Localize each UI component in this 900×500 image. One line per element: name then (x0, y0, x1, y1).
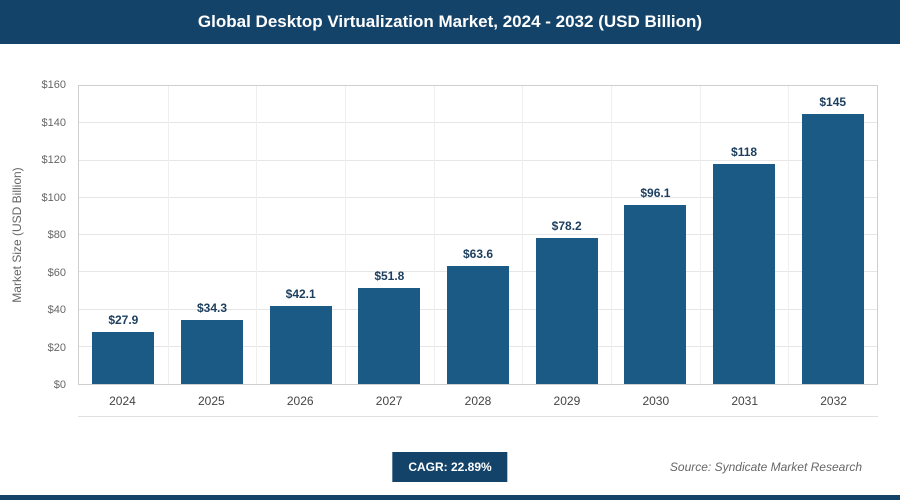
bar-group: $42.1 (256, 86, 345, 384)
bottom-accent-strip (0, 495, 900, 500)
y-tick-label: $160 (41, 79, 66, 91)
bar (713, 164, 776, 384)
bar-value-label: $96.1 (640, 186, 671, 201)
bar (624, 205, 687, 384)
gridline (79, 159, 877, 161)
gridline (79, 234, 877, 235)
y-tick-label: $80 (47, 229, 66, 241)
bar-group: $118 (700, 86, 789, 384)
cagr-badge: CAGR: 22.89% (392, 452, 508, 482)
x-tick-label: 2024 (109, 393, 136, 408)
bar-group: $78.2 (522, 86, 611, 384)
gridline (79, 196, 877, 198)
bar (801, 113, 864, 384)
x-tick-label: 2026 (286, 393, 314, 408)
vertical-gridline (610, 86, 612, 384)
bar (446, 265, 510, 384)
bar-group: $34.3 (168, 86, 257, 384)
y-tick-label: $40 (47, 304, 66, 316)
vertical-gridline (788, 86, 790, 384)
vertical-gridline (167, 86, 169, 384)
bar (180, 320, 244, 384)
bar-value-label: $145 (819, 94, 847, 109)
x-tick-label: 2025 (197, 393, 225, 408)
bars: $27.9 $34.3 $42.1 $51.8 $63.6 $78.2 $96.1 $118 $… (79, 86, 877, 384)
x-tick-label: 2031 (731, 393, 759, 408)
vertical-gridline (344, 86, 346, 384)
vertical-gridline (699, 86, 701, 384)
bar-value-label: $42.1 (285, 286, 316, 301)
x-tick-label: 2027 (375, 393, 403, 408)
y-axis-ticks: $0 $20 $40 $60 $80 $100 $120 $140 $160 (26, 79, 72, 391)
y-tick-label: $120 (41, 154, 66, 166)
bar (535, 238, 598, 384)
bar-value-label: $118 (731, 145, 758, 160)
chart-title-bar: Global Desktop Virtualization Market, 20… (0, 0, 900, 44)
plot-area: $27.9 $34.3 $42.1 $51.8 $63.6 $78.2 $96.1 $118 $… (78, 85, 878, 385)
y-tick-label: $100 (41, 191, 66, 204)
bar-value-label: $27.9 (108, 313, 139, 328)
source-text: Source: Syndicate Market Research (669, 460, 862, 474)
gridline (79, 122, 877, 124)
bar-value-label: $51.8 (374, 268, 405, 283)
vertical-gridline (256, 86, 258, 384)
vertical-gridline (522, 86, 524, 384)
bar-group: $51.8 (345, 86, 434, 384)
y-tick-label: $20 (47, 341, 66, 354)
bar-group: $27.9 (79, 86, 168, 384)
bar-value-label: $34.3 (196, 301, 228, 316)
x-tick-label: 2030 (642, 393, 670, 408)
x-tick-label: 2032 (820, 393, 847, 408)
vertical-gridline (433, 86, 435, 384)
y-tick-label: $0 (53, 379, 66, 391)
y-axis-title: Market Size (USD Billion) (10, 167, 24, 303)
chart-title: Global Desktop Virtualization Market, 20… (197, 12, 703, 31)
bar (269, 305, 332, 384)
x-tick-label: 2029 (553, 393, 581, 408)
y-tick-label: $60 (47, 266, 66, 279)
bar-group: $145 (788, 86, 877, 384)
y-tick-label: $140 (41, 116, 66, 129)
bar-group: $96.1 (611, 86, 700, 384)
bar (358, 287, 421, 384)
x-axis-labels: 2024 2025 2026 2027 2028 2029 2030 2031 2032 (78, 385, 878, 417)
bar (92, 332, 155, 384)
bar-value-label: $63.6 (463, 246, 494, 261)
bar-value-label: $78.2 (551, 219, 582, 234)
bar-group: $63.6 (434, 86, 523, 384)
x-tick-label: 2028 (464, 393, 492, 408)
